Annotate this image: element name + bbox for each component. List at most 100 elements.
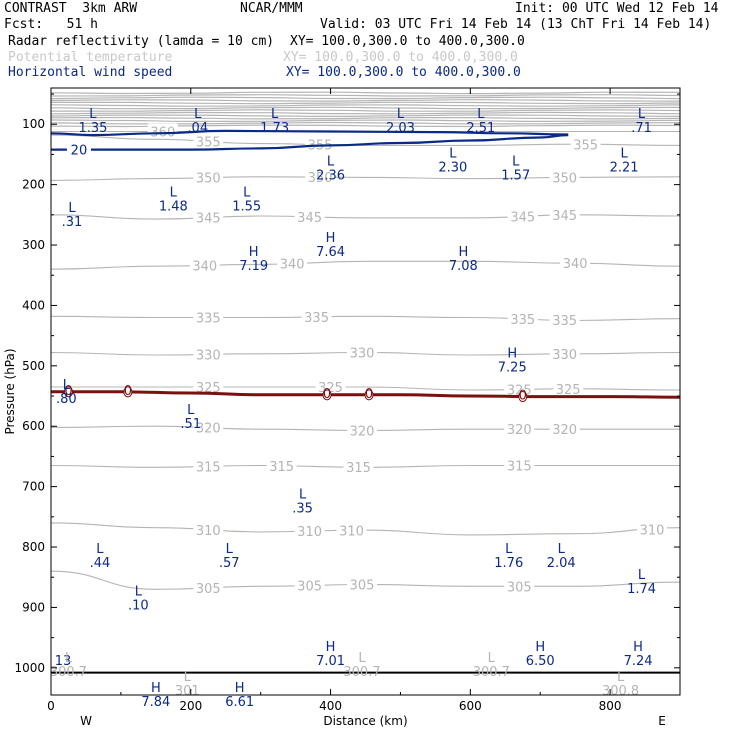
theta-extremum-symbol: L <box>617 670 625 685</box>
wind-extremum-symbol: L <box>96 542 104 557</box>
wind-extremum-symbol: H <box>633 640 643 655</box>
wind-extremum-symbol: H <box>326 231 336 246</box>
theta-extremum-symbol: L <box>65 651 73 666</box>
y-tick-label: 1000 <box>14 661 45 675</box>
wind-extremum-symbol: L <box>226 542 234 557</box>
reflectivity-label: 0 <box>519 388 527 403</box>
wind-extremum-value: 6.61 <box>225 695 254 710</box>
model-title: CONTRAST 3km ARW <box>4 1 138 16</box>
y-tick-label: 700 <box>22 480 45 494</box>
theta-label-bg <box>301 308 332 323</box>
theta-label: 350 <box>552 172 577 187</box>
theta-label: 330 <box>350 347 375 362</box>
field2-label: Potential temperature <box>8 50 173 65</box>
theta-label: 305 <box>507 580 532 595</box>
wind-extremum-value: 1.73 <box>260 121 289 136</box>
wind-extremum-value: 2.36 <box>316 168 345 183</box>
wind-contour-20 <box>51 134 569 151</box>
y-tick-label: 900 <box>22 600 45 614</box>
theta-label-bg <box>504 381 535 396</box>
wind-contours: 20 <box>50 129 680 674</box>
x-tick-label: 0 <box>47 699 55 713</box>
theta-band-line <box>50 109 681 112</box>
theta-band-line <box>50 111 681 115</box>
wind-extremum-symbol: H <box>235 681 245 696</box>
theta-extremum-value: 300.8 <box>602 684 639 699</box>
wind-extremum-value: 7.19 <box>239 259 268 274</box>
theta-label: 305 <box>297 579 322 594</box>
wind-extremum-value: .44 <box>90 556 111 571</box>
theta-label-bg <box>193 133 224 148</box>
wind-extremum-symbol: L <box>397 107 405 122</box>
wind-extremum-value: .10 <box>128 598 149 613</box>
wind-extremum-value: 7.08 <box>449 259 478 274</box>
reflectivity-label: 0 <box>64 384 72 399</box>
wind-label-bg <box>66 141 91 156</box>
theta-label: 310 <box>297 525 322 540</box>
wind-extremum-value: 2.04 <box>547 556 576 571</box>
theta-label: 330 <box>552 348 577 363</box>
theta-label: 345 <box>510 210 535 225</box>
wind-extremum-symbol: H <box>249 245 259 260</box>
field3-xy: XY= 100.0,300.0 to 400.0,300.0 <box>286 65 521 80</box>
theta-label-bg <box>549 421 580 436</box>
theta-label-bg <box>277 255 308 270</box>
theta-label-bg <box>637 521 668 536</box>
theta-band-line <box>50 114 681 118</box>
theta-extremum-symbol: L <box>358 651 366 666</box>
theta-label: 335 <box>510 313 535 328</box>
wind-extremum-symbol: L <box>558 542 566 557</box>
theta-extremum-value: 301 <box>175 684 200 699</box>
theta-label: 335 <box>552 314 577 329</box>
theta-label: 305 <box>350 579 375 594</box>
theta-label-bg <box>347 422 378 437</box>
wind-extremum-value: 13 <box>55 654 72 669</box>
theta-label-bg <box>549 207 580 222</box>
theta-label-bg <box>189 257 220 272</box>
theta-contour-335 <box>50 315 681 322</box>
reflectivity-label-bg <box>322 389 332 401</box>
west-endpoint-label: W <box>80 714 92 728</box>
field3-label: Horizontal wind speed <box>8 65 173 80</box>
theta-label: 315 <box>507 459 532 474</box>
wind-extremum-value: 6.50 <box>526 654 555 669</box>
theta-label-bg <box>504 421 535 436</box>
theta-label: 345 <box>297 211 322 226</box>
theta-extremum-value: 300.7 <box>50 665 87 680</box>
theta-label: 335 <box>304 311 329 326</box>
theta-label: 320 <box>507 423 532 438</box>
theta-label: 330 <box>196 348 221 363</box>
theta-label-bg <box>560 255 591 270</box>
wind-extremum-value: .31 <box>62 215 83 230</box>
theta-extremum-value: 300.7 <box>473 665 510 680</box>
theta-label: 310 <box>196 524 221 539</box>
theta-band-line <box>50 119 681 123</box>
wind-extremum-value: 7.84 <box>141 695 170 710</box>
y-axis-title: Pressure (hPa) <box>3 348 17 434</box>
wind-extremum-value: 7.01 <box>316 654 345 669</box>
wind-extremum-symbol: L <box>512 154 520 169</box>
reflectivity-label-bg <box>518 390 528 402</box>
wind-extremum-symbol: L <box>477 107 485 122</box>
theta-label: 310 <box>640 523 665 538</box>
y-tick-label: 500 <box>22 359 45 373</box>
theta-label: 345 <box>196 212 221 227</box>
theta-band-line <box>51 101 681 105</box>
theta-label-bg <box>193 458 224 473</box>
wind-extremum-value: .51 <box>180 417 201 432</box>
reflectivity-label: 0 <box>365 387 373 402</box>
theta-label-bg <box>294 577 325 592</box>
theta-band-line <box>50 106 681 110</box>
wind-extremum-symbol: L <box>505 542 513 557</box>
x-tick-label: 400 <box>319 699 342 713</box>
theta-label: 350 <box>308 171 333 186</box>
y-tick-label: 100 <box>22 117 45 131</box>
theta-extremum-value: 300.7 <box>343 665 380 680</box>
wind-extremum-symbol: H <box>458 245 468 260</box>
theta-label-bg <box>294 523 325 538</box>
y-tick-label: 800 <box>22 540 45 554</box>
theta-band-line <box>50 124 681 128</box>
theta-label-bg <box>504 578 535 593</box>
